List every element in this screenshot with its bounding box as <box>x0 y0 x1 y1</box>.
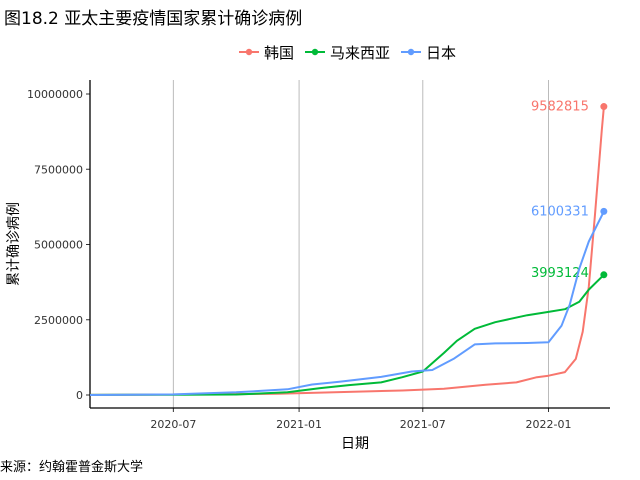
series-line-0 <box>89 106 605 396</box>
series-line-1 <box>89 274 605 396</box>
legend: 韩国 马来西亚 日本 <box>238 40 466 64</box>
x-tick-label: 2022-01 <box>526 418 572 431</box>
legend-label-malaysia: 马来西亚 <box>330 43 391 62</box>
figure-title: 图18.2 亚太主要疫情国家累计确诊病例 <box>4 9 303 29</box>
y-tick-label: 2500000 <box>34 314 83 327</box>
series-end-label-1: 3993124 <box>531 266 589 281</box>
series-end-point-2 <box>600 207 608 215</box>
legend-item-korea: 韩国 <box>238 42 294 63</box>
legend-key-korea <box>239 48 259 56</box>
x-tick-label: 2020-07 <box>150 418 196 431</box>
x-tick-label: 2021-01 <box>276 418 322 431</box>
source-note: 来源：约翰霍普金斯大学 <box>0 460 144 475</box>
legend-label-japan: 日本 <box>426 43 457 62</box>
legend-key-japan <box>401 48 422 56</box>
legend-item-japan: 日本 <box>400 42 456 63</box>
legend-key-malaysia <box>305 48 326 56</box>
x-tick-label: 2021-07 <box>400 418 446 431</box>
legend-label-korea: 韩国 <box>264 43 295 62</box>
series-end-label-0: 9582815 <box>531 100 589 115</box>
series-line-2 <box>89 210 605 396</box>
series-end-label-2: 6100331 <box>531 204 589 219</box>
y-tick-label: 5000000 <box>34 239 83 252</box>
y-axis-title: 累计确诊病例 <box>6 202 22 286</box>
y-tick-label: 10000000 <box>27 88 83 101</box>
series-end-point-1 <box>600 271 608 279</box>
y-tick-label: 0 <box>76 389 83 402</box>
legend-item-malaysia: 马来西亚 <box>304 42 390 63</box>
y-tick-label: 7500000 <box>34 163 83 176</box>
series-end-point-0 <box>600 103 608 111</box>
x-axis-title: 日期 <box>341 436 369 452</box>
